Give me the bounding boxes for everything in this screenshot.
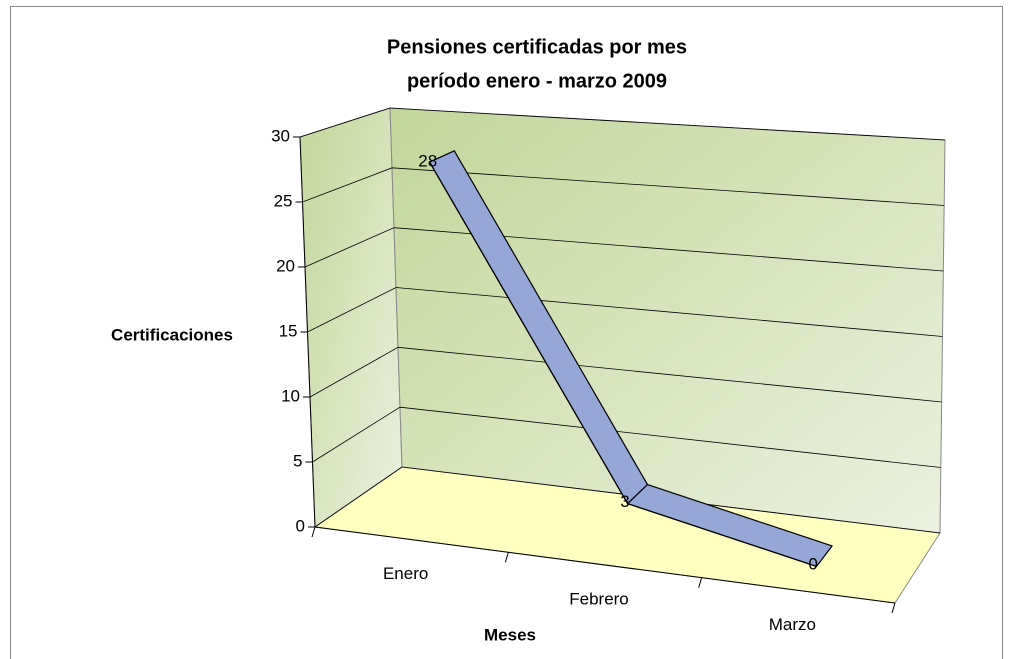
grid-line (299, 107, 946, 141)
x-tick-label: Enero (383, 564, 428, 583)
grid-line (309, 346, 942, 403)
x-axis (314, 526, 896, 604)
y-tick-label: 20 (276, 256, 295, 275)
x-tick-label: Febrero (569, 589, 629, 608)
grid-line (312, 406, 941, 468)
x-tick-label: Marzo (769, 615, 816, 634)
y-axis (299, 136, 316, 528)
y-tick-label: 15 (279, 321, 298, 340)
y-tick-label: 0 (296, 516, 305, 535)
y-tick-label: 25 (274, 191, 293, 210)
y-axis-label: Certificaciones (111, 325, 233, 344)
x-tick (504, 552, 509, 563)
x-tick (311, 526, 316, 538)
chart-title: período enero - marzo 2009 (407, 70, 667, 92)
x-axis-label: Meses (484, 625, 536, 644)
data-label: 0 (808, 554, 817, 573)
y-tick-label: 5 (293, 451, 302, 470)
grid-line (314, 466, 941, 534)
data-label: 3 (620, 492, 629, 511)
back-wall (389, 107, 946, 534)
line (429, 161, 817, 567)
y-tick-label: 10 (281, 386, 300, 405)
y-tick-label: 30 (271, 126, 290, 145)
data-label: 28 (418, 152, 437, 171)
x-tick (891, 602, 896, 614)
left-wall (299, 107, 403, 528)
grid-line (302, 167, 945, 206)
chart-title: Pensiones certificadas por mes (387, 36, 687, 58)
grid-line (307, 287, 943, 337)
grid-line (304, 227, 944, 272)
x-tick (698, 577, 703, 588)
